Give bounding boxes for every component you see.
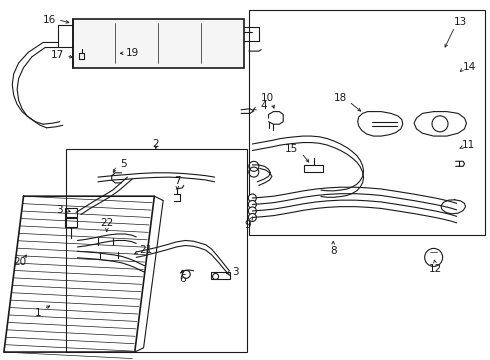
Bar (304, 165, 323, 172)
Bar (249, 10, 485, 235)
Circle shape (248, 207, 256, 215)
Text: 5: 5 (120, 159, 127, 169)
Text: 11: 11 (461, 140, 475, 150)
Text: 8: 8 (330, 246, 337, 256)
Text: 20: 20 (13, 257, 26, 267)
Text: 4: 4 (260, 101, 267, 111)
Text: 14: 14 (463, 62, 476, 72)
Bar (65, 218, 77, 227)
Text: 6: 6 (179, 274, 186, 284)
Text: 15: 15 (285, 144, 298, 154)
Text: 9: 9 (244, 220, 251, 230)
Text: 2: 2 (152, 139, 159, 149)
Text: 7: 7 (174, 176, 181, 186)
Text: 12: 12 (428, 264, 442, 274)
Bar (211, 272, 230, 279)
Text: 10: 10 (261, 93, 273, 103)
Text: 3: 3 (56, 204, 63, 215)
Bar (73, 19, 244, 68)
Bar (65, 208, 77, 217)
Text: 21: 21 (139, 245, 153, 255)
Text: 19: 19 (125, 48, 139, 58)
Text: 22: 22 (100, 218, 114, 228)
Circle shape (248, 201, 256, 208)
Text: 13: 13 (454, 17, 467, 27)
Text: 17: 17 (51, 50, 65, 60)
Text: 1: 1 (35, 308, 42, 318)
Text: 18: 18 (334, 93, 347, 103)
Text: 3: 3 (232, 267, 239, 277)
Circle shape (248, 194, 256, 202)
Bar (66, 149, 247, 352)
Text: 16: 16 (42, 15, 56, 25)
Circle shape (248, 213, 256, 221)
